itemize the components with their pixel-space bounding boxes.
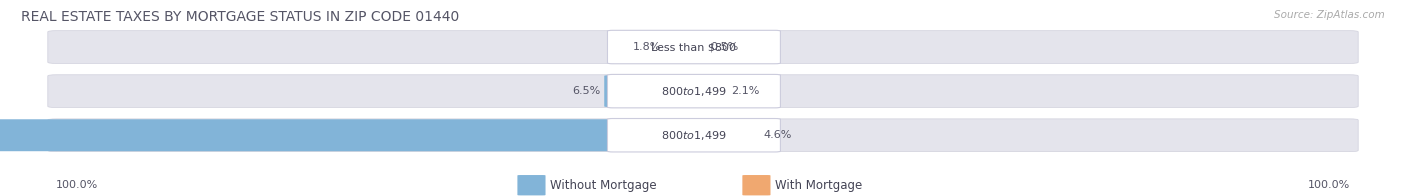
FancyBboxPatch shape xyxy=(742,175,770,195)
Text: Without Mortgage: Without Mortgage xyxy=(550,179,657,192)
Text: 0.5%: 0.5% xyxy=(710,42,738,52)
FancyBboxPatch shape xyxy=(0,119,700,151)
FancyBboxPatch shape xyxy=(607,30,780,64)
Text: $800 to $1,499: $800 to $1,499 xyxy=(661,85,727,98)
Text: 100.0%: 100.0% xyxy=(56,180,98,190)
FancyBboxPatch shape xyxy=(607,74,780,108)
FancyBboxPatch shape xyxy=(689,119,759,151)
FancyBboxPatch shape xyxy=(689,75,727,107)
Text: 100.0%: 100.0% xyxy=(1308,180,1350,190)
Text: 2.1%: 2.1% xyxy=(731,86,759,96)
FancyBboxPatch shape xyxy=(689,31,706,63)
Text: Source: ZipAtlas.com: Source: ZipAtlas.com xyxy=(1274,10,1385,20)
FancyBboxPatch shape xyxy=(607,119,780,152)
Text: $800 to $1,499: $800 to $1,499 xyxy=(661,129,727,142)
Text: REAL ESTATE TAXES BY MORTGAGE STATUS IN ZIP CODE 01440: REAL ESTATE TAXES BY MORTGAGE STATUS IN … xyxy=(21,10,460,24)
Text: 6.5%: 6.5% xyxy=(572,86,600,96)
FancyBboxPatch shape xyxy=(48,75,1358,107)
Text: 4.6%: 4.6% xyxy=(763,130,792,140)
FancyBboxPatch shape xyxy=(48,31,1358,64)
FancyBboxPatch shape xyxy=(665,31,700,63)
FancyBboxPatch shape xyxy=(605,75,700,107)
Text: Less than $800: Less than $800 xyxy=(651,42,737,52)
FancyBboxPatch shape xyxy=(48,119,1358,152)
FancyBboxPatch shape xyxy=(517,175,546,195)
Text: 1.8%: 1.8% xyxy=(633,42,661,52)
Text: With Mortgage: With Mortgage xyxy=(775,179,862,192)
